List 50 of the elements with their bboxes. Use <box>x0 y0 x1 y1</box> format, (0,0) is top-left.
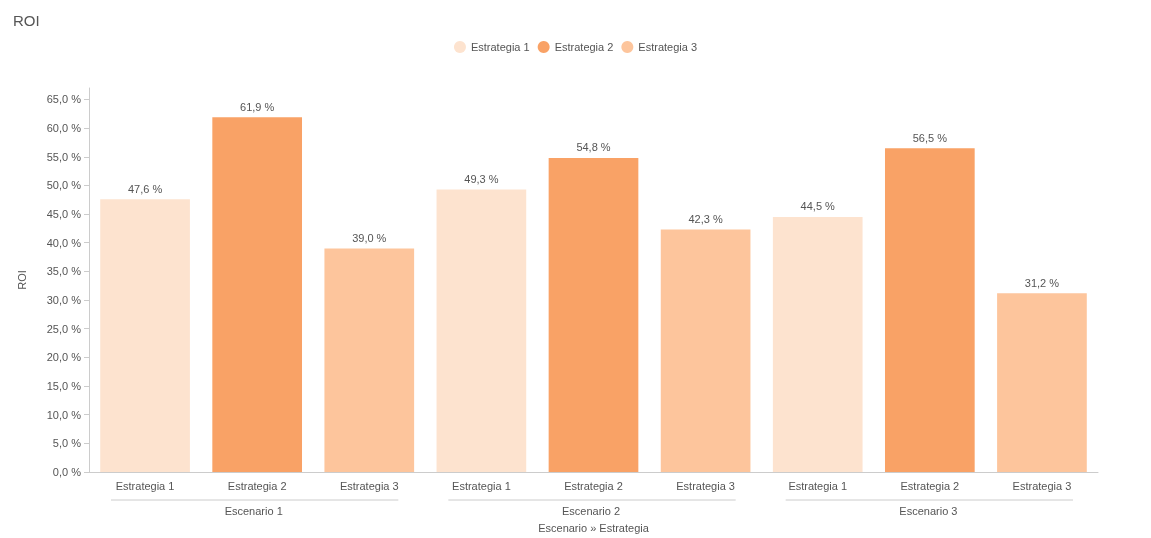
data-label: 31,2 % <box>1024 276 1060 289</box>
legend-label: Estrategia 2 <box>554 41 614 53</box>
x-tick-label: Estrategia 2 <box>900 479 960 492</box>
y-tick-label: 10,0 % <box>46 408 82 421</box>
y-tick-label: 60,0 % <box>46 122 82 135</box>
data-label: 49,3 % <box>464 172 499 185</box>
data-label: 61,9 % <box>240 100 275 113</box>
y-tick-label: 35,0 % <box>46 265 82 278</box>
y-tick-label: 20,0 % <box>46 351 82 364</box>
y-tick-label: 25,0 % <box>46 322 82 335</box>
text: Escenario 2 <box>562 504 621 517</box>
bar <box>884 148 975 472</box>
y-tick-label: 0,0 % <box>52 466 82 478</box>
x-tick-label: Estrategia 3 <box>339 479 399 492</box>
x-tick-label: Estrategia 3 <box>676 479 735 492</box>
y-tick-label: 65,0 % <box>46 93 82 106</box>
data-label: 44,5 % <box>800 200 836 213</box>
y-tick-label: 30,0 % <box>46 294 82 307</box>
y-tick-label: 5,0 % <box>52 437 82 450</box>
x-tick-label: Estrategia 3 <box>1012 479 1072 492</box>
bar <box>212 117 303 472</box>
data-label: 54,8 % <box>576 141 611 154</box>
bar <box>660 229 751 472</box>
x-tick-label: Estrategia 1 <box>788 479 848 492</box>
y-tick-label: 55,0 % <box>46 150 82 163</box>
x-axis-title: Escenario » Estrategia <box>538 521 650 534</box>
chart-title: ROI <box>13 12 40 29</box>
legend-label: Estrategia 1 <box>470 41 530 53</box>
y-tick-label: 15,0 % <box>46 380 82 393</box>
y-tick-label: 50,0 % <box>46 179 82 192</box>
text: Escenario 1 <box>224 504 283 517</box>
y-tick-label: 40,0 % <box>46 236 82 249</box>
bar <box>997 293 1087 472</box>
bar <box>100 199 190 472</box>
x-tick-label: Estrategia 1 <box>452 479 511 492</box>
bar <box>772 216 863 472</box>
data-label: 47,6 % <box>127 182 163 195</box>
x-tick-label: Estrategia 2 <box>564 479 623 492</box>
x-tick-label: Estrategia 2 <box>227 479 287 492</box>
bar <box>548 157 639 472</box>
legend-label: Estrategia 3 <box>638 41 698 53</box>
bar <box>436 189 527 472</box>
text: Escenario 3 <box>899 504 958 517</box>
y-tick-label: 45,0 % <box>46 208 82 221</box>
bar <box>324 248 415 472</box>
data-label: 42,3 % <box>688 213 723 226</box>
x-tick-label: Estrategia 1 <box>115 479 175 492</box>
y-axis-title: ROI <box>15 270 28 290</box>
data-label: 39,0 % <box>352 231 387 244</box>
data-label: 56,5 % <box>912 131 948 144</box>
